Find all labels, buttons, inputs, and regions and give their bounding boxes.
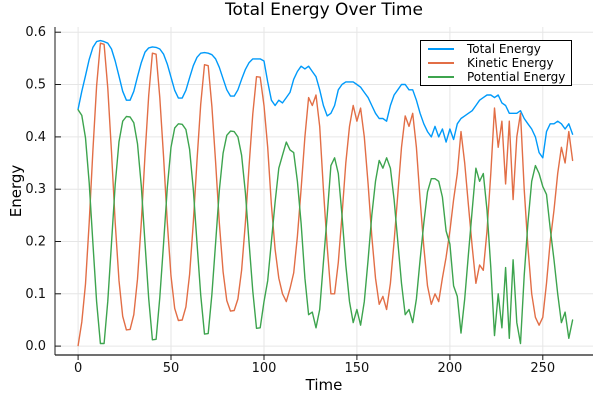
series-line-kinetic-energy: [77, 42, 574, 347]
y-tick-label: 0.0: [25, 339, 46, 354]
x-tick-label: 0: [74, 361, 82, 376]
x-tick-label: 150: [344, 361, 369, 376]
chart-title: Total Energy Over Time: [225, 0, 423, 20]
legend-line-total-energy: [428, 48, 454, 50]
y-tick-label: 0.2: [25, 235, 46, 250]
legend: Total Energy Kinetic Energy Potential En…: [420, 40, 572, 86]
y-tick-label: 0.4: [25, 130, 46, 145]
y-tick-label: 0.3: [25, 182, 46, 197]
x-tick-label: 100: [252, 361, 277, 376]
y-tick-label: 0.5: [25, 78, 46, 93]
x-tick-label: 50: [163, 361, 180, 376]
legend-entry-potential-energy: Potential Energy: [428, 70, 566, 84]
legend-line-potential-energy: [428, 76, 454, 78]
x-tick-label: 200: [437, 361, 462, 376]
legend-entry-total-energy: Total Energy: [428, 42, 563, 56]
legend-entry-kinetic-energy: Kinetic Energy: [428, 56, 563, 70]
series-line-total-energy: [77, 39, 574, 159]
y-tick-label: 0.1: [25, 287, 46, 302]
x-axis-label: Time: [305, 376, 343, 394]
legend-label-total-energy: Total Energy: [467, 42, 541, 56]
legend-label-kinetic-energy: Kinetic Energy: [467, 56, 554, 70]
legend-line-kinetic-energy: [428, 62, 454, 64]
series-line-potential-energy: [77, 108, 574, 345]
x-tick-label: 250: [530, 361, 555, 376]
y-tick-label: 0.6: [25, 25, 46, 40]
y-axis-label: Energy: [7, 164, 25, 218]
legend-label-potential-energy: Potential Energy: [467, 70, 566, 84]
